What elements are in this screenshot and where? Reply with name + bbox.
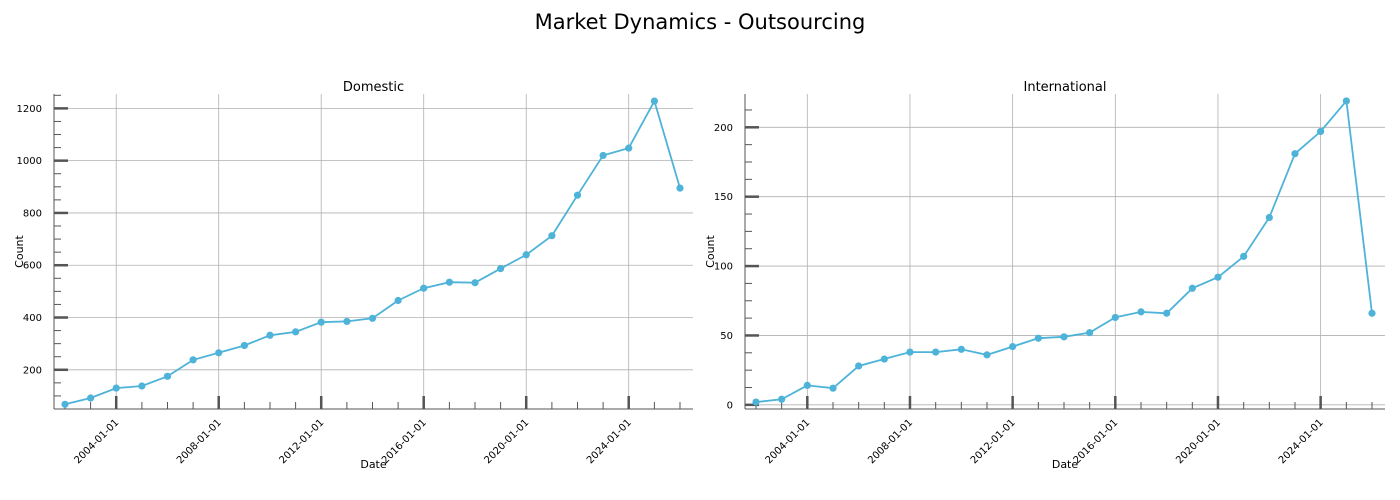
x-tick-label: 2020-01-01 [482,417,531,466]
y-tick-label: 800 [23,208,42,219]
data-point [803,381,811,390]
data-point [1111,313,1119,322]
chart-international: 0 50 100 150 200 2004-01-01 2008-01-01 2012-01-… [704,80,1385,471]
y-axis-label: Count [13,234,26,267]
series-line [64,98,681,406]
x-tick-label: 2020-01-01 [1174,417,1223,466]
x-tick-label: 2004-01-01 [764,417,813,466]
data-point [497,265,505,273]
data-point [87,394,95,402]
data-point [548,232,556,240]
y-tick-label: 1200 [17,104,42,115]
data-point [1342,97,1350,105]
data-point [189,356,197,364]
x-tick-label: 2024-01-01 [585,417,634,466]
x-axis-label: Date [360,458,387,471]
data-point [1137,308,1145,316]
y-tick-label: 50 [720,331,733,342]
data-point [1291,150,1299,158]
x-tick-label: 2008-01-01 [866,417,915,466]
data-point [625,144,633,152]
data-point [522,251,530,259]
data-point [1240,252,1248,260]
data-point [957,345,965,353]
data-point [599,151,607,160]
x-tick-label: 2024-01-01 [1277,417,1326,466]
data-point [906,348,914,356]
y-tick-label: 1000 [17,156,42,167]
data-point [317,318,325,326]
data-point [983,351,991,359]
chart-title: Domestic [343,80,404,95]
data-point [778,395,786,403]
data-point [1188,284,1196,292]
x-tick-label: 2004-01-01 [72,417,121,466]
y-tick-label: 150 [714,192,733,203]
figure-title: Market Dynamics - Outsourcing [534,10,866,34]
series-line [755,98,1373,403]
data-point [240,341,248,350]
data-point [368,314,377,322]
data-point [1086,329,1094,337]
data-point [1317,127,1325,136]
y-tick-label: 200 [23,365,42,376]
data-point [1163,309,1171,317]
y-tick-label: 200 [714,123,733,134]
x-axis-label: Date [1052,458,1079,471]
y-tick-label: 600 [23,261,42,272]
data-point [215,349,223,357]
y-axis-label: Count [704,234,717,267]
data-point [445,278,453,286]
data-point [650,97,658,105]
data-point [471,279,479,287]
data-point [1368,309,1376,317]
data-point [573,191,582,199]
data-point [394,296,402,305]
data-point [752,398,760,406]
y-tick-label: 400 [23,313,42,324]
data-point [138,382,146,390]
data-point [292,328,300,336]
data-point [1034,334,1042,342]
x-tick-label: 2016-01-01 [1072,417,1121,466]
data-point [61,400,69,408]
chart-title: International [1024,80,1107,95]
data-point [932,348,940,356]
y-tick-label: 0 [727,400,733,411]
data-point [880,355,888,363]
data-point [343,317,351,326]
data-point [676,184,684,192]
data-point [420,284,428,292]
x-tick-label: 2012-01-01 [277,417,326,466]
y-tick-label: 100 [714,262,733,273]
data-point [163,372,172,380]
chart-domestic: 200 400 600 800 1000 1200 2004-01-01 2008-01-01… [13,80,693,471]
data-point [1009,342,1017,351]
data-point [1265,213,1273,222]
x-tick-label: 2012-01-01 [969,417,1018,466]
data-point [266,331,274,339]
data-point [112,384,120,392]
data-point [1060,333,1068,341]
x-tick-label: 2016-01-01 [380,417,429,466]
data-point [1214,273,1222,281]
data-point [829,384,837,392]
data-point [855,362,863,370]
x-tick-label: 2008-01-01 [175,417,224,466]
